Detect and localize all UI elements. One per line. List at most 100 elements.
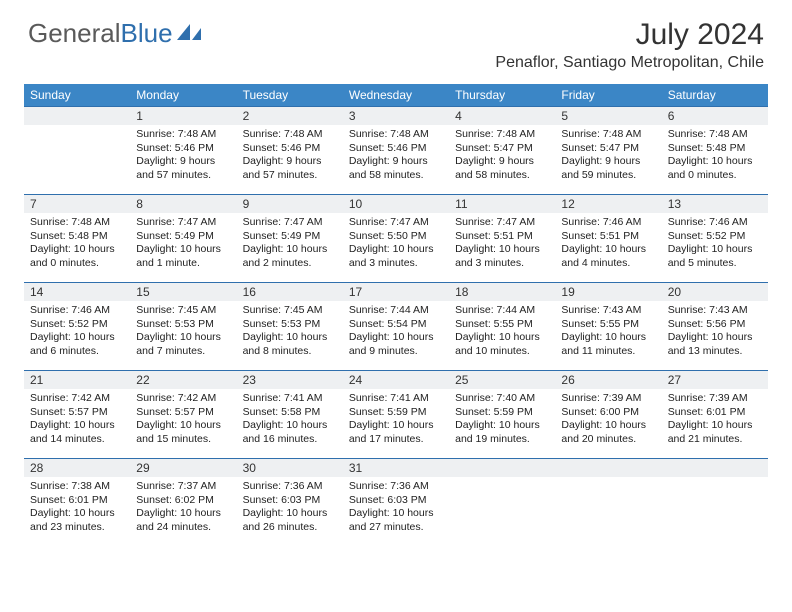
- day-cell: 11Sunrise: 7:47 AMSunset: 5:51 PMDayligh…: [449, 194, 555, 282]
- day-info: Sunrise: 7:40 AMSunset: 5:59 PMDaylight:…: [449, 389, 555, 452]
- sunset-text: Sunset: 5:47 PM: [455, 142, 549, 156]
- daylight-text: Daylight: 9 hours and 57 minutes.: [243, 155, 337, 182]
- daylight-text: Daylight: 9 hours and 59 minutes.: [561, 155, 655, 182]
- day-cell: 18Sunrise: 7:44 AMSunset: 5:55 PMDayligh…: [449, 282, 555, 370]
- day-info: Sunrise: 7:46 AMSunset: 5:51 PMDaylight:…: [555, 213, 661, 276]
- day-info: Sunrise: 7:46 AMSunset: 5:52 PMDaylight:…: [24, 301, 130, 364]
- day-cell: 9Sunrise: 7:47 AMSunset: 5:49 PMDaylight…: [237, 194, 343, 282]
- day-cell: 8Sunrise: 7:47 AMSunset: 5:49 PMDaylight…: [130, 194, 236, 282]
- sunset-text: Sunset: 5:58 PM: [243, 406, 337, 420]
- day-cell: 22Sunrise: 7:42 AMSunset: 5:57 PMDayligh…: [130, 370, 236, 458]
- day-info: Sunrise: 7:45 AMSunset: 5:53 PMDaylight:…: [130, 301, 236, 364]
- day-number: 28: [24, 458, 130, 477]
- week-row: 28 Sunrise: 7:38 AMSunset: 6:01 PM Dayligh…: [24, 458, 768, 546]
- day-number: 1: [130, 106, 236, 125]
- location-subtitle: Penaflor, Santiago Metropolitan, Chile: [495, 54, 764, 72]
- sunrise-text: Sunrise: 7:48 AM: [668, 128, 762, 142]
- day-number: 21: [24, 370, 130, 389]
- day-number: 2: [237, 106, 343, 125]
- sunset-text: Sunset: 6:01 PM: [30, 494, 124, 508]
- day-info: Sunrise: 7:48 AMSunset: 5:46 PMDaylight:…: [237, 125, 343, 188]
- sunset-text: Sunset: 5:46 PM: [349, 142, 443, 156]
- day-info: Sunrise: 7:46 AMSunset: 5:52 PMDaylight:…: [662, 213, 768, 276]
- day-number: 15: [130, 282, 236, 301]
- sunset-text: Sunset: 5:46 PM: [243, 142, 337, 156]
- sunset-text: Sunset: 5:55 PM: [455, 318, 549, 332]
- daylight-text: Daylight: 10 hours and 26 minutes.: [243, 507, 337, 534]
- calendar-table: Sunday Monday Tuesday Wednesday Thursday…: [24, 84, 768, 546]
- day-cell: 13Sunrise: 7:46 AMSunset: 5:52 PMDayligh…: [662, 194, 768, 282]
- daylight-text: Daylight: 9 hours and 58 minutes.: [455, 155, 549, 182]
- day-cell: 20Sunrise: 7:43 AMSunset: 5:56 PMDayligh…: [662, 282, 768, 370]
- day-info: Sunrise: 7:48 AMSunset: 5:48 PMDaylight:…: [24, 213, 130, 276]
- title-block: July 2024 Penaflor, Santiago Metropolita…: [495, 18, 764, 72]
- day-number: 25: [449, 370, 555, 389]
- daylight-text: Daylight: 10 hours and 4 minutes.: [561, 243, 655, 270]
- daylight-text: Daylight: 10 hours and 17 minutes.: [349, 419, 443, 446]
- day-number: 8: [130, 194, 236, 213]
- day-info: Sunrise: 7:47 AMSunset: 5:49 PMDaylight:…: [130, 213, 236, 276]
- sunrise-text: Sunrise: 7:48 AM: [455, 128, 549, 142]
- day-info: Sunrise: 7:36 AMSunset: 6:03 PMDaylight:…: [343, 477, 449, 540]
- sunrise-text: Sunrise: 7:48 AM: [136, 128, 230, 142]
- day-info: Sunrise: 7:41 AMSunset: 5:59 PMDaylight:…: [343, 389, 449, 452]
- sunrise-text: Sunrise: 7:42 AM: [30, 392, 124, 406]
- day-cell: 31Sunrise: 7:36 AMSunset: 6:03 PMDayligh…: [343, 458, 449, 546]
- day-cell: 2Sunrise: 7:48 AMSunset: 5:46 PMDaylight…: [237, 106, 343, 194]
- dow-sunday: Sunday: [24, 84, 130, 106]
- day-number: [555, 458, 661, 477]
- sunset-text: Sunset: 5:56 PM: [668, 318, 762, 332]
- daylight-text: Daylight: 9 hours and 58 minutes.: [349, 155, 443, 182]
- daylight-text: Daylight: 10 hours and 5 minutes.: [668, 243, 762, 270]
- day-cell: 27Sunrise: 7:39 AMSunset: 6:01 PMDayligh…: [662, 370, 768, 458]
- daylight-text: Daylight: 10 hours and 27 minutes.: [349, 507, 443, 534]
- sunrise-text: Sunrise: 7:38 AM: [30, 480, 124, 494]
- logo-text-general: General: [28, 18, 121, 49]
- daylight-text: Daylight: 10 hours and 6 minutes.: [30, 331, 124, 358]
- day-cell: 16Sunrise: 7:45 AMSunset: 5:53 PMDayligh…: [237, 282, 343, 370]
- sunrise-text: Sunrise: 7:39 AM: [561, 392, 655, 406]
- sunset-text: Sunset: 5:57 PM: [136, 406, 230, 420]
- day-cell: 5Sunrise: 7:48 AMSunset: 5:47 PMDaylight…: [555, 106, 661, 194]
- day-cell: 29Sunrise: 7:37 AMSunset: 6:02 PMDayligh…: [130, 458, 236, 546]
- sunset-text: Sunset: 5:49 PM: [136, 230, 230, 244]
- daylight-text: Daylight: 10 hours and 14 minutes.: [30, 419, 124, 446]
- sunrise-text: Sunrise: 7:47 AM: [136, 216, 230, 230]
- sunset-text: Sunset: 6:00 PM: [561, 406, 655, 420]
- dow-wednesday: Wednesday: [343, 84, 449, 106]
- daylight-text: Daylight: 10 hours and 8 minutes.: [243, 331, 337, 358]
- sunset-text: Sunset: 5:53 PM: [243, 318, 337, 332]
- dow-saturday: Saturday: [662, 84, 768, 106]
- day-cell: 26Sunrise: 7:39 AMSunset: 6:00 PMDayligh…: [555, 370, 661, 458]
- sunrise-text: Sunrise: 7:47 AM: [455, 216, 549, 230]
- daylight-text: Daylight: 10 hours and 1 minute.: [136, 243, 230, 270]
- sunrise-text: Sunrise: 7:47 AM: [349, 216, 443, 230]
- day-number: 18: [449, 282, 555, 301]
- day-number: 16: [237, 282, 343, 301]
- day-cell: 3Sunrise: 7:48 AMSunset: 5:46 PMDaylight…: [343, 106, 449, 194]
- sunrise-text: Sunrise: 7:39 AM: [668, 392, 762, 406]
- page-title: July 2024: [495, 18, 764, 52]
- sunrise-text: Sunrise: 7:40 AM: [455, 392, 549, 406]
- day-cell: 6Sunrise: 7:48 AMSunset: 5:48 PMDaylight…: [662, 106, 768, 194]
- day-number: [662, 458, 768, 477]
- day-info: Sunrise: 7:42 AMSunset: 5:57 PMDaylight:…: [130, 389, 236, 452]
- sunset-text: Sunset: 5:51 PM: [561, 230, 655, 244]
- day-info: Sunrise: 7:45 AMSunset: 5:53 PMDaylight:…: [237, 301, 343, 364]
- day-cell: [24, 106, 130, 194]
- sunset-text: Sunset: 5:47 PM: [561, 142, 655, 156]
- day-number: 20: [662, 282, 768, 301]
- day-number: [449, 458, 555, 477]
- day-number: 23: [237, 370, 343, 389]
- sunset-text: Sunset: 5:46 PM: [136, 142, 230, 156]
- day-info: Sunrise: 7:44 AMSunset: 5:55 PMDaylight:…: [449, 301, 555, 364]
- day-cell: 19Sunrise: 7:43 AMSunset: 5:55 PMDayligh…: [555, 282, 661, 370]
- day-cell: 12Sunrise: 7:46 AMSunset: 5:51 PMDayligh…: [555, 194, 661, 282]
- daylight-text: Daylight: 10 hours and 20 minutes.: [561, 419, 655, 446]
- daylight-text: Daylight: 10 hours and 3 minutes.: [455, 243, 549, 270]
- sunrise-text: Sunrise: 7:43 AM: [668, 304, 762, 318]
- daylight-text: Daylight: 10 hours and 0 minutes.: [668, 155, 762, 182]
- day-cell: 14Sunrise: 7:46 AMSunset: 5:52 PMDayligh…: [24, 282, 130, 370]
- sunset-text: Sunset: 6:01 PM: [668, 406, 762, 420]
- sunrise-text: Sunrise: 7:48 AM: [349, 128, 443, 142]
